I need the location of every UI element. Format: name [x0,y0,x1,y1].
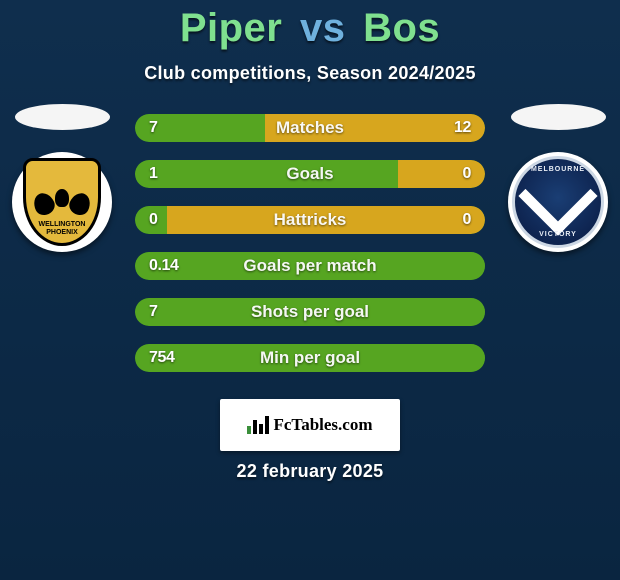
stat-label: Matches [135,114,485,142]
team-left-crest-line1: WELLINGTON [39,221,86,229]
vs-label: vs [294,6,352,50]
stat-bar-min-per-goal: 754Min per goal [135,344,485,372]
phoenix-eagle-icon [34,189,90,219]
fctables-text: FcTables.com [273,415,372,435]
player1-name: Piper [180,6,283,50]
bars-glyph-icon [247,416,269,434]
stat-label: Goals [135,160,485,188]
subtitle: Club competitions, Season 2024/2025 [0,63,620,84]
stat-bar-shots-per-goal: 7Shots per goal [135,298,485,326]
team-right-ellipse [511,104,606,130]
stat-label: Hattricks [135,206,485,234]
team-left-crest: WELLINGTON PHOENIX [12,152,112,252]
team-right-column: MELBOURNE VICTORY [508,104,608,252]
stat-bar-matches: 712Matches [135,114,485,142]
stat-bars: 712Matches 10Goals 00Hattricks 0.14Goals pe… [135,114,485,390]
team-right-crest-bot: VICTORY [539,231,577,238]
date-line: 22 february 2025 [0,461,620,482]
team-left-crest-line2: PHOENIX [46,229,78,237]
stat-label: Min per goal [135,344,485,372]
stat-label: Shots per goal [135,298,485,326]
player2-name: Bos [363,6,440,50]
team-left-ellipse [15,104,110,130]
stat-bar-goals: 10Goals [135,160,485,188]
fctables-logo: FcTables.com [220,399,400,451]
stat-bar-hattricks: 00Hattricks [135,206,485,234]
team-left-column: WELLINGTON PHOENIX [12,104,112,252]
stat-bar-goals-per-match: 0.14Goals per match [135,252,485,280]
comparison-title: Piper vs Bos [0,6,620,51]
team-right-crest: MELBOURNE VICTORY [508,152,608,252]
stat-label: Goals per match [135,252,485,280]
